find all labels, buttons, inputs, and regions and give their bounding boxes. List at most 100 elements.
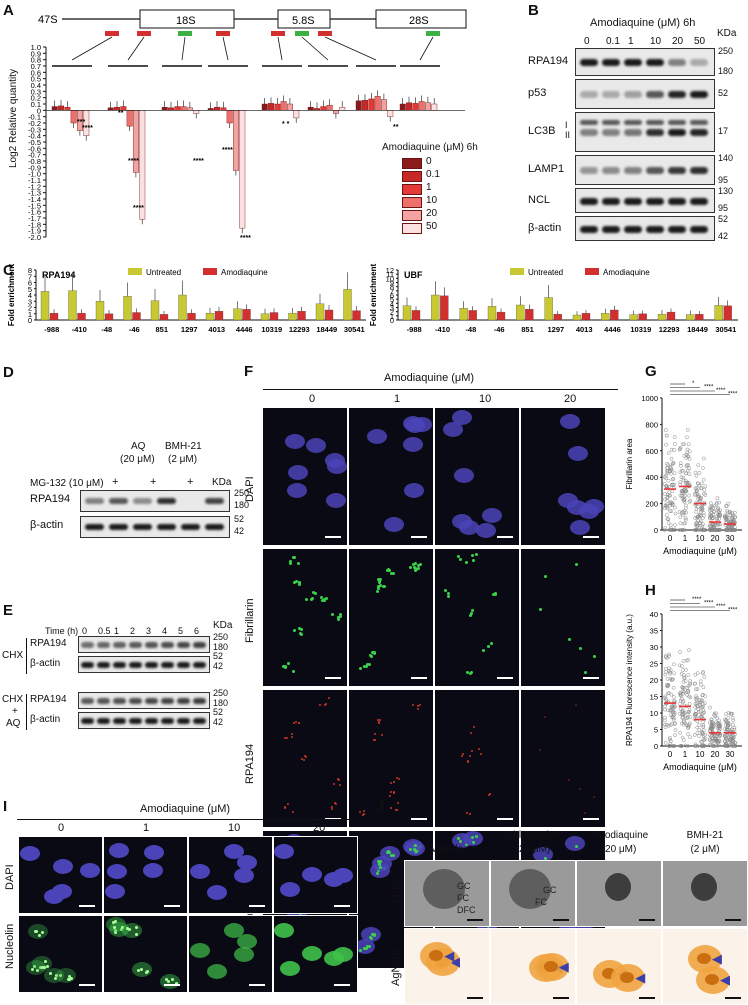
- svgG-pt-0-76: [664, 476, 669, 481]
- band-b-0-1: [602, 59, 620, 66]
- f-fib-dot-1-0-3-1: [297, 562, 301, 566]
- svgH-pt-2-59: [694, 709, 699, 714]
- dose-b-4: 20: [672, 36, 684, 47]
- f-dose-2: 10: [479, 393, 492, 405]
- blot-b-mark-3-0: 140: [718, 153, 734, 163]
- svgH-pt-4-62: [723, 717, 727, 722]
- c-site-0-2: -48: [101, 325, 112, 334]
- svgG-pt-3-32: [715, 496, 720, 501]
- f-fib-dot-1-3-5-0: [538, 608, 542, 612]
- bar-a-0-2: [64, 106, 71, 111]
- svgH-pt-1-88: [688, 695, 693, 700]
- svgH-pt-0-68: [672, 671, 676, 676]
- f-fib-dot-3-1-2-3: [365, 945, 369, 949]
- svgH-pt-0-32: [671, 685, 676, 690]
- band-e-1-1-2: [113, 718, 126, 724]
- svgG-pt-3-57: [708, 501, 713, 506]
- svgG-pt-0-3: [670, 489, 675, 494]
- c-ytick-label-1-11: 11: [386, 270, 394, 279]
- svgG-pt-4-56: [725, 510, 730, 515]
- primer-red-0: [105, 31, 119, 36]
- j-row-label-0: TEM: [390, 880, 402, 904]
- svgH-pt-1-38: [687, 708, 692, 712]
- svgH-pt-3-86: [714, 711, 718, 716]
- f-fib-dot-1-0-6-0: [336, 615, 340, 619]
- panel-label-j: J: [376, 798, 385, 815]
- f-fib-dot-1-1-5-3: [377, 577, 381, 581]
- f-fib-dot-1-1-4-4: [373, 650, 377, 654]
- f-rpa-dot-1-6-3: [377, 718, 380, 721]
- svgG-pt-2-42: [703, 528, 708, 532]
- j-scalebar-1-3: [725, 997, 741, 999]
- i-nucleus-3-1: [279, 882, 300, 898]
- svgH-pt-3-45: [711, 744, 716, 748]
- rrna-5-8s-label: 5.8S: [292, 15, 315, 27]
- svgG-pt-2-15: [694, 510, 698, 514]
- f-rpa-dot-1-0-0: [411, 704, 414, 707]
- c-bar-0-6-0: [205, 312, 215, 321]
- j-cell-0-2: [576, 860, 662, 927]
- svgH-pt-1-19: [681, 680, 686, 684]
- svgH-pt-2-29: [699, 698, 704, 703]
- f-fib-dot-1-1-0-0: [411, 563, 415, 567]
- i-nucleolin-3-0: [301, 946, 322, 962]
- band-b-upper-1: [602, 120, 620, 125]
- svgH-pt-4-85: [725, 744, 730, 748]
- band-e-1-1-3: [129, 718, 142, 724]
- band-d-0-2: [133, 498, 152, 504]
- dose-b-5: 50: [694, 36, 706, 47]
- f-fib-dot-3-2-1-1: [459, 839, 463, 843]
- svgG-pt-2-68: [693, 493, 697, 497]
- svgH-pt-0-87: [673, 733, 677, 738]
- svgG-pt-2-25: [702, 487, 707, 492]
- svgG-pt-1-49: [684, 517, 688, 522]
- f-fib-dot-1-1-1-3: [412, 566, 416, 570]
- j-col-l2-1: (20 μM): [515, 844, 551, 855]
- svgG-pt-1-44: [682, 497, 687, 501]
- f-rpa-dot-1-6-2: [377, 722, 380, 725]
- svgG-pt-2-24: [693, 491, 697, 496]
- svgH-pt-0-25: [666, 691, 671, 695]
- f-rpa-dot-0-4-3: [334, 803, 337, 806]
- band-e-1-0-1: [97, 698, 110, 704]
- svgH-pt-1-12: [678, 730, 682, 735]
- svgH-pt-0-85: [665, 684, 670, 689]
- f-fib-dot-1-2-0-2: [470, 670, 474, 674]
- f-fib-dot-1-0-4-1: [305, 598, 309, 602]
- blot-b-label-0: RPA194: [528, 55, 569, 67]
- i-nucleus-0-1: [51, 884, 72, 900]
- svgG-pt-2-78: [699, 506, 704, 510]
- svgH-pt-1-81: [686, 710, 691, 714]
- svgH-pt-0-83: [669, 678, 674, 682]
- panel-a-ytick-label-16: -0.6: [28, 144, 41, 153]
- bar-a-2-5: [193, 110, 200, 114]
- f-fib-dot-3-1-1-2: [408, 848, 412, 852]
- i-nucleolin-0-3: [55, 968, 76, 984]
- i-scalebar-0-2: [249, 905, 265, 907]
- svgG-pt-2-85: [702, 528, 707, 532]
- i-dot-0-4-2: [35, 930, 39, 934]
- f-fib-dot-1-2-2-1: [475, 552, 479, 556]
- svgH-pt-1-3: [679, 664, 684, 669]
- bar-a-6-4: [381, 99, 387, 111]
- svgG-pt-2-86: [694, 528, 699, 532]
- svgH-sig-1: ****: [704, 601, 714, 607]
- svgG-pt-2-62: [701, 456, 706, 461]
- j-arrow-0-1: ◀: [444, 948, 455, 964]
- band-e-0-1-4: [145, 662, 158, 668]
- c-site-0-8: 10319: [261, 325, 282, 334]
- svgH-pt-2-32: [694, 694, 698, 699]
- f-fib-dot-1-1-0-3: [417, 563, 421, 567]
- f-fib-dot-1-0-5-4: [282, 665, 286, 669]
- c-bar-1-8-1: [638, 313, 647, 321]
- svgG-pt-2-9: [697, 470, 702, 475]
- svgG-pt-0-17: [673, 505, 677, 510]
- svgG-pt-0-45: [663, 492, 667, 496]
- i-scalebar-0-0: [79, 905, 95, 907]
- svgH-pt-2-76: [700, 730, 705, 735]
- f-rpa-dot-0-5-3: [327, 697, 330, 700]
- svgH-pt-1-13: [682, 676, 686, 680]
- j-nucleolus-0: [423, 869, 465, 909]
- svgG-sig-3: ****: [728, 392, 738, 398]
- band-b-2-2: [624, 129, 642, 136]
